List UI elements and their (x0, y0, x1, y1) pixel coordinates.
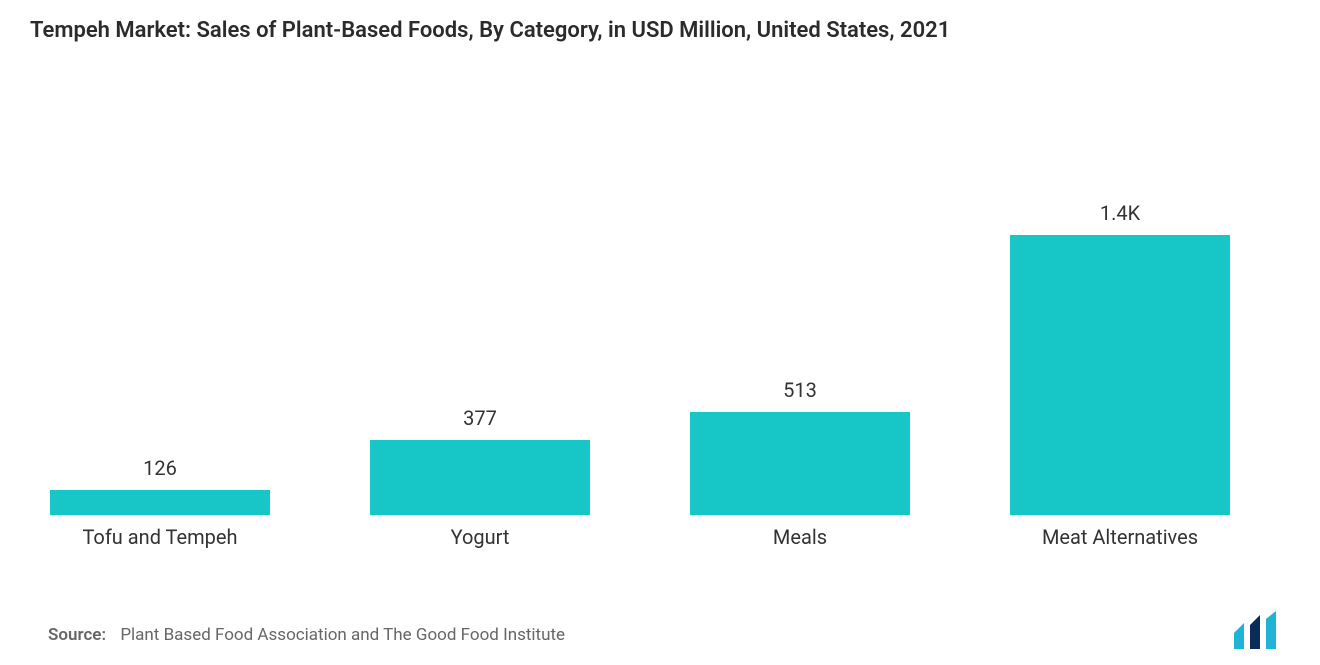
bar-group: 1.4K (1010, 201, 1230, 515)
bar (370, 440, 590, 515)
bar (1010, 235, 1230, 515)
x-axis-label: Meals (690, 525, 910, 549)
brand-logo (1232, 611, 1290, 651)
x-axis-label: Meat Alternatives (1010, 525, 1230, 549)
bar-value-label: 1.4K (1010, 201, 1230, 225)
x-axis-label: Tofu and Tempeh (50, 525, 270, 549)
bar (690, 412, 910, 515)
bar-group: 377 (370, 406, 590, 515)
source-label: Source: (48, 625, 106, 645)
logo-bars-icon (1234, 611, 1276, 649)
x-axis-label: Yogurt (370, 525, 590, 549)
source-line: Source: Plant Based Food Association and… (48, 625, 565, 645)
chart-plot-area: 126 377 513 1.4K (40, 100, 1270, 515)
bar-value-label: 377 (370, 406, 590, 430)
x-axis-area: Tofu and Tempeh Yogurt Meals Meat Alternati… (40, 525, 1270, 555)
bar-group: 126 (50, 456, 270, 515)
bar (50, 490, 270, 515)
bar-value-label: 513 (690, 378, 910, 402)
bar-group: 513 (690, 378, 910, 515)
bar-value-label: 126 (50, 456, 270, 480)
chart-title: Tempeh Market: Sales of Plant-Based Food… (30, 18, 950, 43)
source-text: Plant Based Food Association and The Goo… (120, 625, 565, 645)
